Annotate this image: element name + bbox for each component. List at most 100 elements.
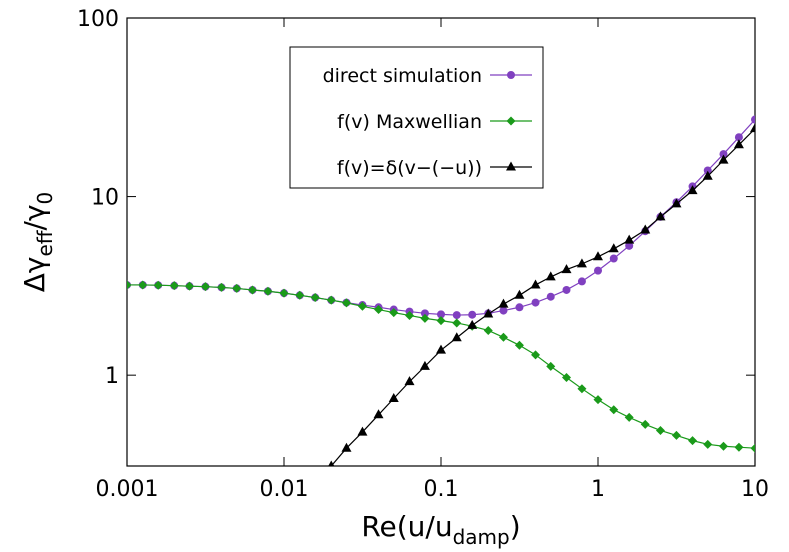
point	[734, 442, 744, 452]
point	[374, 305, 384, 315]
point	[326, 295, 336, 305]
point	[734, 133, 743, 142]
x-tick-label: 0.1	[424, 477, 459, 502]
point	[515, 303, 524, 312]
y-tick-label: 10	[91, 186, 119, 211]
point	[687, 185, 698, 195]
x-label-sub: damp	[453, 525, 510, 549]
y-label-sub: 0	[33, 192, 57, 205]
point	[546, 292, 555, 301]
point	[452, 311, 461, 320]
y-axis-label: Δγeff/γ0	[18, 192, 57, 293]
x-label-part: )	[510, 510, 521, 543]
point	[436, 344, 446, 354]
series-line	[330, 128, 755, 466]
point	[640, 419, 650, 429]
point	[310, 293, 320, 303]
point	[200, 282, 210, 292]
legend-marker	[507, 71, 515, 79]
legend-label: direct simulation	[323, 65, 482, 87]
legend-marker-shape	[506, 161, 516, 171]
x-tick-label: 0.001	[96, 477, 159, 502]
point	[483, 325, 493, 335]
point	[419, 360, 430, 370]
point	[127, 280, 132, 290]
point	[279, 288, 289, 298]
point	[751, 115, 755, 124]
point	[593, 395, 603, 405]
point	[655, 425, 665, 435]
point	[263, 286, 273, 296]
y-label-sub: eff	[33, 229, 57, 256]
point	[153, 280, 163, 290]
point	[498, 332, 508, 342]
point	[545, 271, 556, 281]
point	[577, 277, 586, 286]
plot-area	[127, 115, 755, 466]
point	[624, 234, 635, 244]
point	[608, 243, 619, 253]
legend-label: f(v)=δ(v−(−u))	[337, 157, 482, 179]
point	[452, 318, 462, 328]
point	[546, 361, 556, 371]
point	[184, 281, 194, 291]
point	[514, 289, 525, 299]
series-line	[127, 284, 755, 449]
point	[594, 266, 602, 275]
point	[341, 298, 351, 308]
y-tick-label: 100	[77, 7, 119, 32]
point	[609, 254, 618, 263]
point	[531, 350, 541, 360]
point	[468, 310, 477, 319]
point	[655, 211, 666, 221]
point	[561, 373, 571, 383]
point	[483, 308, 494, 318]
point	[138, 280, 148, 290]
point	[420, 309, 429, 318]
y-label-part: Δγ	[18, 257, 51, 293]
point	[328, 460, 335, 466]
point	[531, 298, 540, 307]
point	[609, 405, 619, 415]
point	[703, 439, 713, 449]
point	[373, 409, 384, 419]
point	[624, 412, 634, 422]
legend-box	[289, 46, 544, 189]
point	[514, 340, 524, 350]
point	[750, 123, 755, 133]
point	[404, 376, 415, 386]
point	[498, 298, 509, 308]
point	[341, 442, 352, 452]
x-tick-label: 10	[741, 477, 769, 502]
point	[451, 332, 462, 342]
point	[718, 154, 729, 164]
y-tick-label: 1	[105, 364, 119, 389]
point	[562, 285, 571, 294]
point	[530, 279, 541, 289]
point	[733, 139, 744, 149]
x-label-part: Re(u/u	[361, 510, 452, 543]
point	[688, 436, 698, 446]
point	[217, 282, 227, 292]
point	[561, 264, 572, 274]
point	[357, 301, 367, 311]
point	[232, 283, 242, 293]
x-tick-label: 1	[591, 477, 605, 502]
legend-marker	[506, 116, 516, 126]
point	[467, 319, 478, 329]
point	[357, 426, 368, 436]
legend-label: f(v) Maxwellian	[337, 111, 482, 133]
point	[388, 393, 399, 403]
point	[437, 310, 445, 319]
point	[671, 430, 681, 440]
point	[247, 285, 257, 295]
legend-marker-shape	[507, 71, 515, 79]
point	[671, 198, 682, 208]
point	[389, 308, 399, 318]
point	[719, 150, 728, 159]
point	[577, 384, 587, 394]
legend-marker-shape	[506, 116, 516, 126]
point	[169, 281, 179, 291]
y-label-part: /γ	[18, 204, 51, 230]
